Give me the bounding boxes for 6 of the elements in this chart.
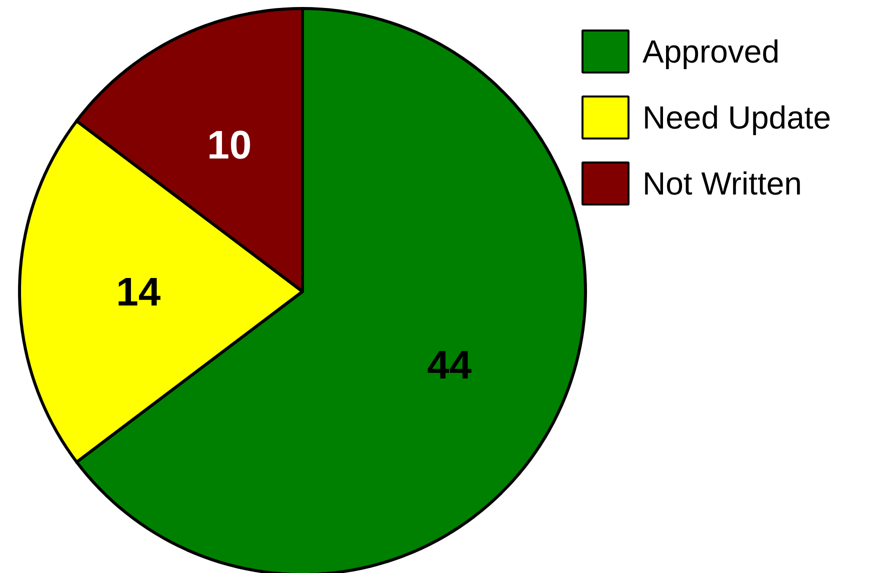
data-label: 10 bbox=[207, 124, 252, 168]
legend-label: Need Update bbox=[642, 100, 832, 136]
legend-label: Approved bbox=[642, 34, 780, 70]
data-label: 44 bbox=[427, 344, 472, 388]
legend-label: Not Written bbox=[642, 166, 802, 202]
data-label: 14 bbox=[116, 270, 162, 314]
